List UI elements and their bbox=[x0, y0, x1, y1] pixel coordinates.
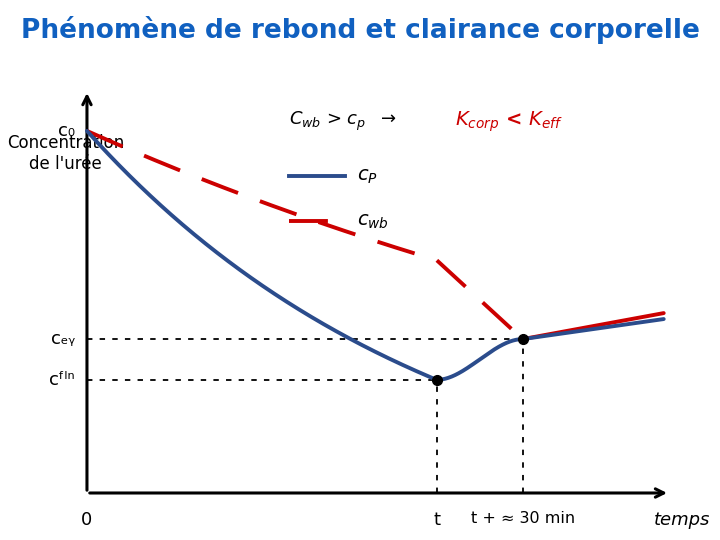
Text: $c_{wb}$: $c_{wb}$ bbox=[357, 212, 389, 231]
Text: cᶠᴵⁿ: cᶠᴵⁿ bbox=[49, 371, 75, 389]
Text: Phénomène de rebond et clairance corporelle: Phénomène de rebond et clairance corpore… bbox=[21, 16, 699, 44]
Text: cₑᵧ: cₑᵧ bbox=[50, 330, 75, 348]
Text: Concentration
de l'urée: Concentration de l'urée bbox=[7, 134, 125, 173]
Text: temps: temps bbox=[654, 511, 711, 529]
Text: $c_P$: $c_P$ bbox=[357, 167, 378, 186]
Text: 0: 0 bbox=[81, 511, 93, 529]
Text: $C_{wb}$ > $c_p$  $\rightarrow$: $C_{wb}$ > $c_p$ $\rightarrow$ bbox=[289, 110, 407, 133]
Text: $K_{corp}$ < $K_{eff}$: $K_{corp}$ < $K_{eff}$ bbox=[455, 110, 563, 134]
Text: t + ≈ 30 min: t + ≈ 30 min bbox=[471, 511, 575, 526]
Text: t: t bbox=[433, 511, 440, 529]
Text: c₀: c₀ bbox=[58, 122, 75, 140]
